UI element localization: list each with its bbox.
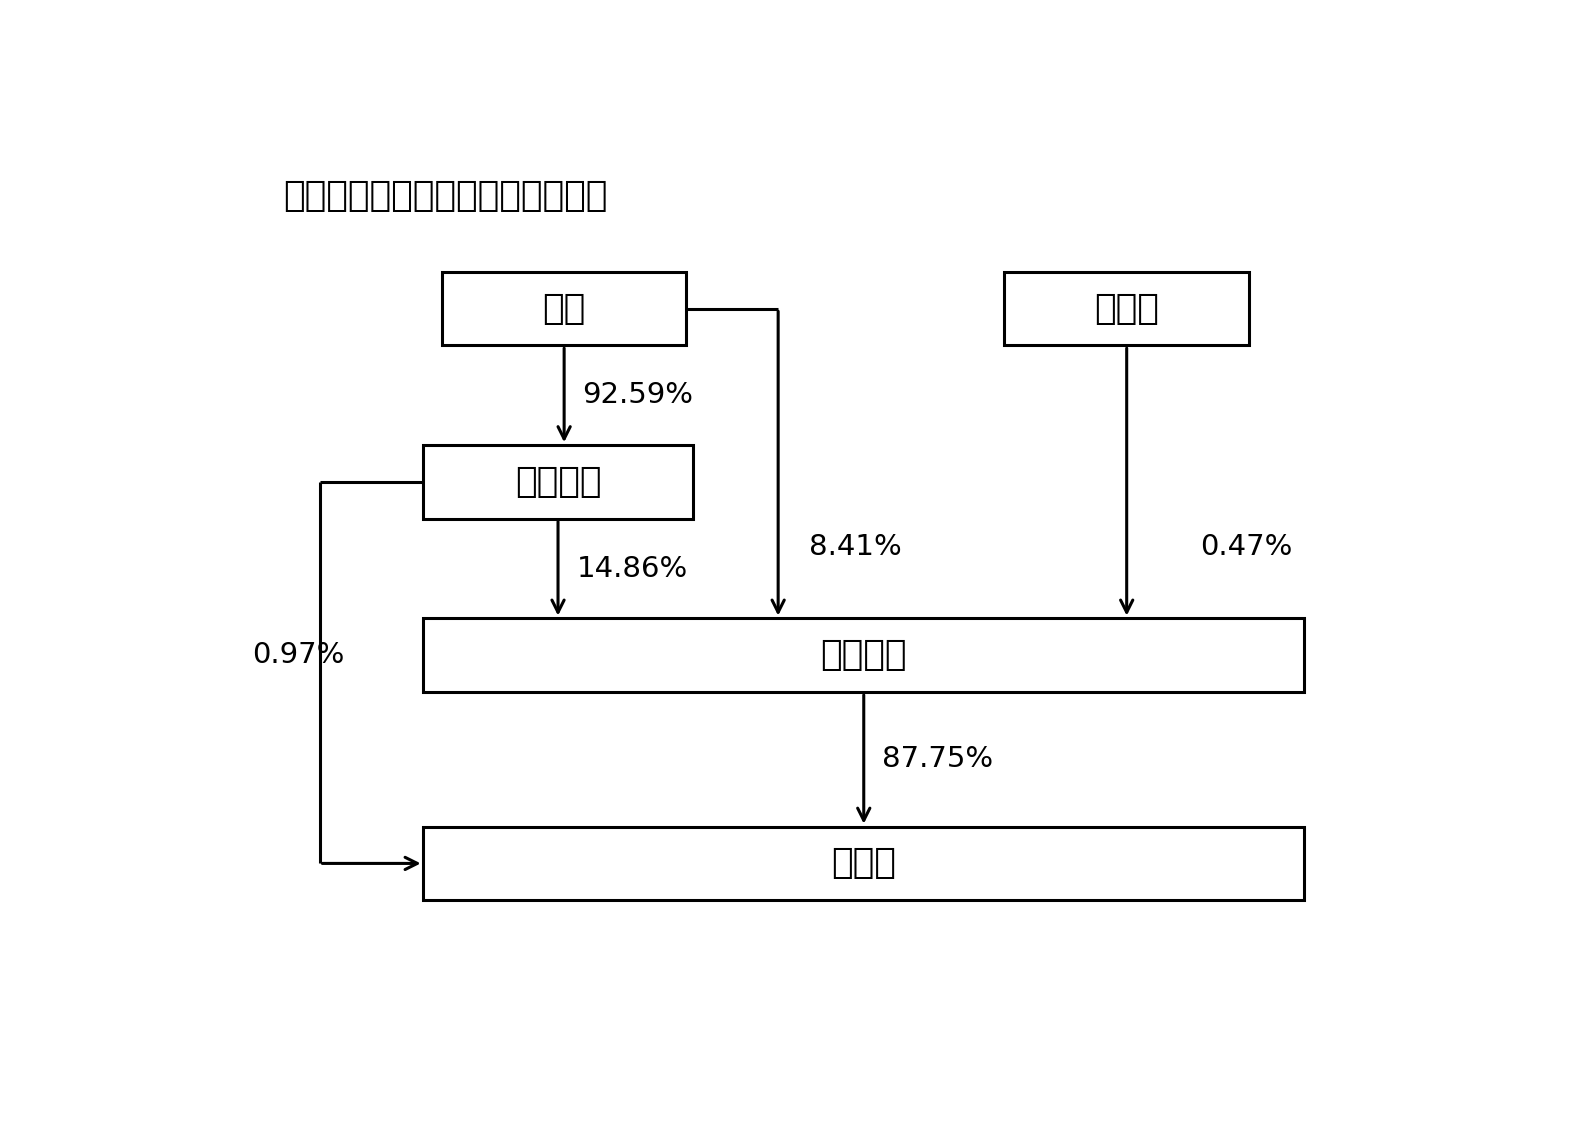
- FancyBboxPatch shape: [423, 618, 1303, 692]
- Text: 87.75%: 87.75%: [882, 745, 993, 774]
- Text: 0.47%: 0.47%: [1199, 533, 1292, 561]
- FancyBboxPatch shape: [1004, 271, 1250, 346]
- Text: 歌尔股份: 歌尔股份: [821, 638, 907, 672]
- FancyBboxPatch shape: [423, 445, 693, 519]
- FancyBboxPatch shape: [442, 271, 686, 346]
- Text: 胡双美: 胡双美: [1094, 292, 1160, 325]
- Text: 14.86%: 14.86%: [576, 555, 688, 582]
- Text: 92.59%: 92.59%: [582, 382, 693, 409]
- Text: 姜滨: 姜滨: [543, 292, 585, 325]
- Text: 歌尔集团: 歌尔集团: [514, 465, 601, 499]
- Text: 0.97%: 0.97%: [252, 642, 344, 669]
- Text: 歌尔微: 歌尔微: [832, 847, 896, 881]
- Text: 8.41%: 8.41%: [808, 533, 901, 561]
- FancyBboxPatch shape: [423, 826, 1303, 901]
- Text: 歌尔微的股权控制关系情况如下：: 歌尔微的股权控制关系情况如下：: [282, 179, 608, 213]
